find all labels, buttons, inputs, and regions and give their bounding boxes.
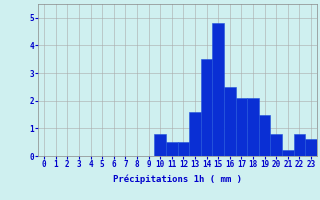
Bar	[294, 134, 305, 156]
Bar	[155, 134, 166, 156]
X-axis label: Précipitations 1h ( mm ): Précipitations 1h ( mm )	[113, 175, 242, 184]
Bar	[305, 139, 317, 156]
Bar	[201, 59, 212, 156]
Bar	[212, 23, 224, 156]
Bar	[166, 142, 178, 156]
Bar	[282, 150, 294, 156]
Bar	[259, 115, 270, 156]
Bar	[247, 98, 259, 156]
Bar	[270, 134, 282, 156]
Bar	[189, 112, 201, 156]
Bar	[224, 87, 236, 156]
Bar	[178, 142, 189, 156]
Bar	[236, 98, 247, 156]
